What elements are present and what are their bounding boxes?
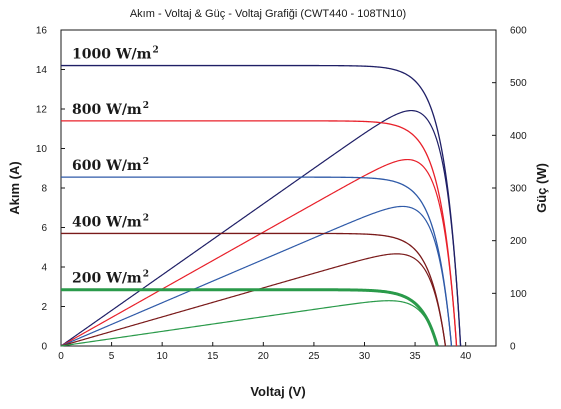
irradiance-label: 600 W/m [72,158,142,174]
y2-tick-label: 200 [510,236,527,247]
current-curve [61,232,447,347]
y-tick-label: 16 [36,26,48,37]
irradiance-unit-exponent: 2 [143,157,149,167]
y-tick-label: 8 [41,184,47,195]
irradiance-label: 200 W/m [72,271,142,287]
irradiance-unit-exponent: 2 [143,270,149,280]
x-axis-ticks: 0 5 10 15 20 25 30 35 40 [58,342,472,362]
irradiance-label: 400 W/m [72,214,142,230]
irradiance-unit-exponent: 2 [143,101,149,111]
power-curve [60,158,458,347]
y-tick-label: 12 [36,105,48,116]
y2-tick-label: 500 [510,78,527,89]
y-tick-label: 6 [41,223,47,234]
y-axis-label: Akım (A) [7,161,22,214]
y2-axis-ticks: 0 100 200 300 400 500 600 [492,26,527,353]
irradiance-label: 800 W/m [72,102,142,118]
y2-tick-label: 300 [510,184,527,195]
irradiance-unit-exponent: 2 [153,46,159,56]
x-tick-label: 30 [359,351,371,362]
y-tick-label: 0 [41,342,47,353]
x-tick-label: 40 [460,351,472,362]
irradiance-label: 1000 W/m [72,47,152,63]
y2-tick-label: 100 [510,289,527,300]
x-axis-label: Voltaj (V) [250,384,305,399]
x-tick-label: 35 [410,351,422,362]
power-curve [60,300,438,347]
current-curves [61,64,462,347]
x-tick-label: 15 [207,351,219,362]
plot-frame [60,29,497,347]
y-axis-ticks: 0 2 4 6 8 10 12 14 16 [36,26,65,353]
irradiance-unit-exponent: 2 [143,213,149,223]
y2-tick-label: 400 [510,131,527,142]
current-curve [61,288,439,347]
power-curve [60,253,447,347]
current-curve [61,120,458,347]
y-tick-label: 4 [41,263,47,274]
x-tick-label: 25 [308,351,320,362]
x-tick-label: 0 [58,351,64,362]
y2-tick-label: 0 [510,342,516,353]
chart-title: Akım - Voltaj & Güç - Voltaj Grafiği (CW… [130,8,406,20]
current-curve [61,64,462,347]
y2-tick-label: 600 [510,26,527,37]
x-tick-label: 5 [109,351,115,362]
power-curve [60,109,462,347]
y-tick-label: 10 [36,144,48,155]
x-tick-label: 20 [258,351,270,362]
y2-axis-label: Güç (W) [534,163,549,213]
x-tick-label: 10 [157,351,169,362]
power-curve [60,205,453,347]
y-tick-label: 14 [36,65,48,76]
current-curve [61,176,453,347]
power-curves [60,109,462,347]
y-tick-label: 2 [41,302,47,313]
